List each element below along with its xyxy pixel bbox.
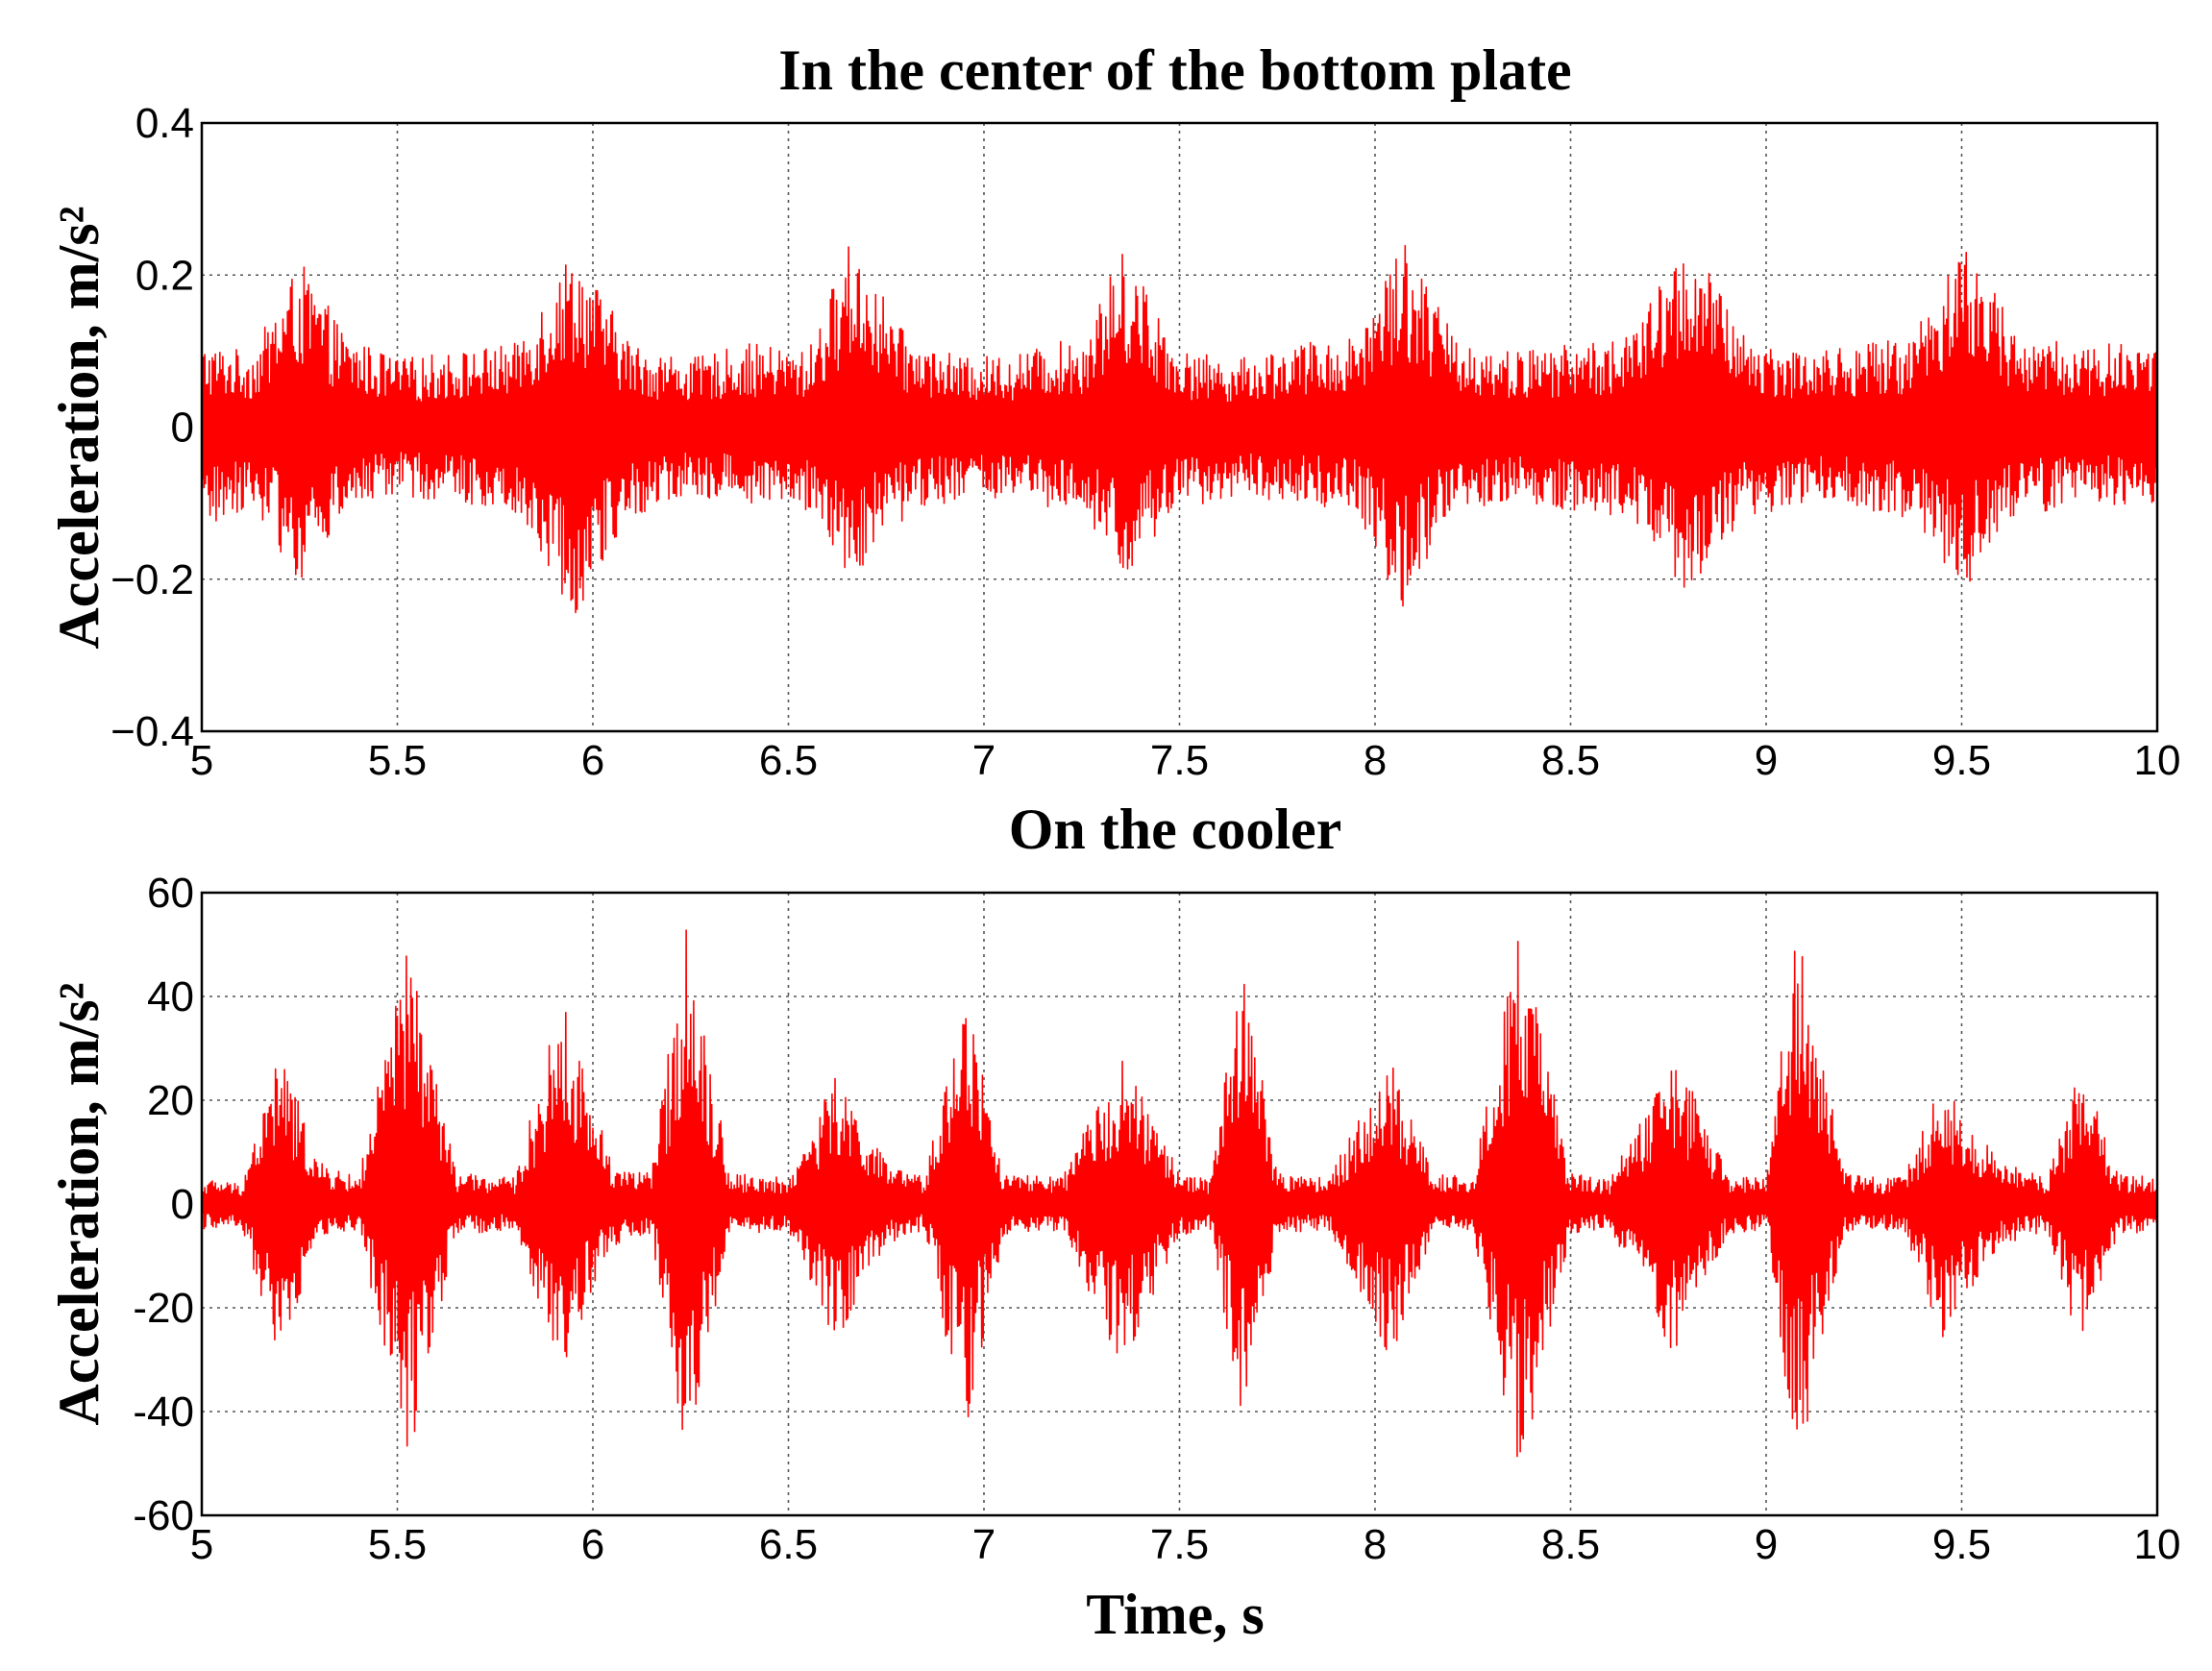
- panel-bottom-plate: In the center of the bottom plate 5 5.5 6 6…: [47, 38, 2180, 784]
- x-tick-labels: 5 5.5 6 6.5 7 7.5 8 8.5 9 9.5 10: [190, 737, 2181, 784]
- x-tick-label: 8.5: [1541, 1521, 1600, 1568]
- y-tick-label: -20: [133, 1285, 194, 1332]
- x-tick-label: 7.5: [1150, 1521, 1209, 1568]
- x-tick-label: 9: [1755, 1521, 1778, 1568]
- y-tick-label: 0: [171, 405, 194, 452]
- x-tick-label: 7: [972, 1521, 995, 1568]
- y-tick-label: 60: [147, 870, 194, 917]
- x-tick-label: 5.5: [368, 1521, 427, 1568]
- x-tick-label: 6: [581, 737, 604, 784]
- y-axis-label: Acceleration, m/s²: [47, 982, 111, 1425]
- x-tick-label: 7.5: [1150, 737, 1209, 784]
- y-tick-label: −0.4: [111, 708, 194, 755]
- y-tick-label: −0.2: [111, 556, 194, 603]
- chart-title: On the cooler: [1009, 798, 1342, 861]
- y-axis-label: Acceleration, m/s²: [47, 206, 111, 649]
- y-tick-label: 40: [147, 973, 194, 1020]
- x-tick-labels: 5 5.5 6 6.5 7 7.5 8 8.5 9 9.5 10: [190, 1521, 2181, 1568]
- x-tick-label: 8.5: [1541, 737, 1600, 784]
- acceleration-series: [201, 929, 2158, 1458]
- x-tick-label: 6: [581, 1521, 604, 1568]
- x-tick-label: 9.5: [1932, 737, 1991, 784]
- y-tick-label: 0: [171, 1181, 194, 1228]
- panel-cooler: On the cooler 5 5.5 6 6.5 7 7.5 8 8.5 9 9.5 10 60 4…: [47, 798, 2180, 1646]
- y-tick-labels: 60 40 20 0 -20 -40 -60: [133, 870, 194, 1539]
- x-tick-label: 5.5: [368, 737, 427, 784]
- chart-title: In the center of the bottom plate: [778, 38, 1571, 102]
- y-tick-label: -60: [133, 1492, 194, 1539]
- x-tick-label: 6.5: [759, 1521, 818, 1568]
- plot-frame: [200, 121, 2159, 733]
- x-tick-label: 8: [1364, 1521, 1387, 1568]
- y-tick-label: 0.4: [135, 100, 194, 147]
- signal-series: [201, 244, 2158, 614]
- plot-frame: [200, 891, 2159, 1517]
- x-tick-label: 7: [972, 737, 995, 784]
- x-axis-label: Time, s: [1086, 1583, 1265, 1646]
- x-tick-label: 10: [2134, 737, 2181, 784]
- x-tick-label: 8: [1364, 737, 1387, 784]
- x-tick-label: 10: [2134, 1521, 2181, 1568]
- x-tick-label: 9.5: [1932, 1521, 1991, 1568]
- signal-series: [201, 929, 2158, 1458]
- x-tick-label: 5: [190, 737, 213, 784]
- y-tick-label: -40: [133, 1388, 194, 1436]
- y-tick-labels: 0.4 0.2 0 −0.2 −0.4: [111, 100, 194, 755]
- x-tick-label: 6.5: [759, 737, 818, 784]
- y-tick-label: 20: [147, 1077, 194, 1124]
- x-tick-label: 9: [1755, 737, 1778, 784]
- x-tick-label: 5: [190, 1521, 213, 1568]
- acceleration-series: [201, 244, 2158, 614]
- y-tick-label: 0.2: [135, 252, 194, 299]
